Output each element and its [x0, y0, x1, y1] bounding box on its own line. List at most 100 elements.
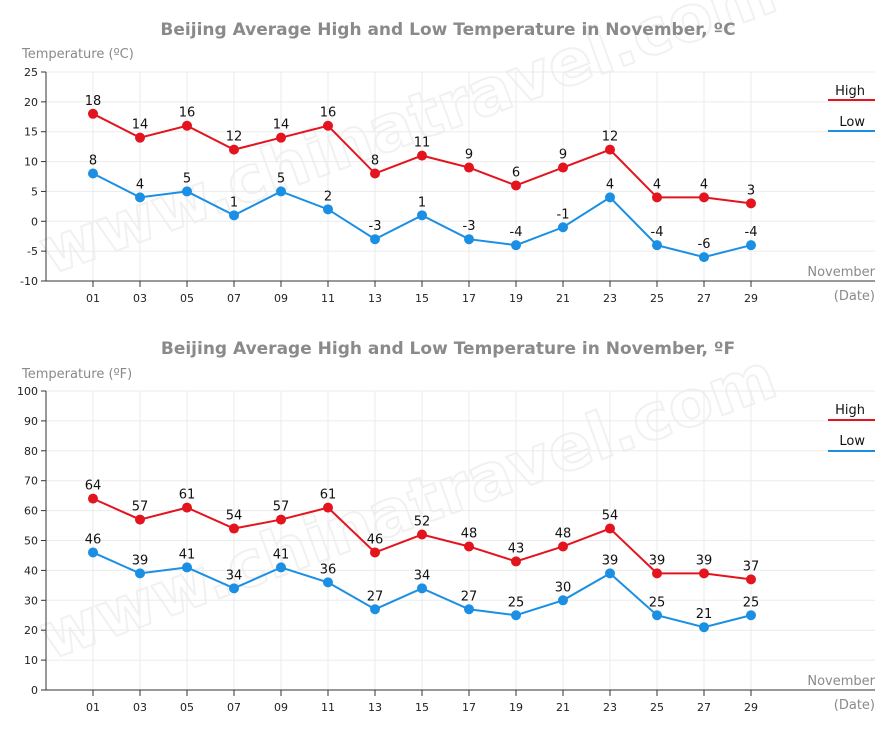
series-low-data-label: -1	[557, 207, 570, 222]
y-tick-label: 25	[24, 66, 38, 79]
series-low-data-label: 25	[743, 595, 760, 610]
x-axis-unit: (Date)	[834, 289, 875, 304]
x-tick-label: 07	[227, 701, 241, 714]
series-high-point	[417, 529, 427, 540]
series-high-point	[276, 132, 286, 143]
series-high-data-label: 57	[132, 500, 149, 515]
series-high-point	[511, 180, 521, 191]
series-high-data-label: 8	[371, 154, 379, 169]
series-low-point	[746, 610, 756, 621]
series-high-data-label: 54	[602, 509, 619, 524]
y-tick-label: 20	[24, 96, 38, 109]
y-tick-label: 0	[31, 215, 38, 228]
series-high-point	[276, 514, 286, 525]
series-low-point	[605, 568, 615, 579]
y-tick-label: -5	[27, 245, 38, 258]
y-tick-label: 70	[24, 475, 38, 488]
series-high-point	[182, 120, 192, 131]
y-tick-label: 50	[24, 535, 38, 548]
x-tick-label: 03	[133, 701, 147, 714]
x-tick-label: 27	[697, 701, 711, 714]
series-high-data-label: 12	[226, 130, 243, 145]
series-high-data-label: 14	[273, 118, 290, 133]
series-low-point	[229, 583, 239, 594]
x-tick-label: 01	[86, 292, 100, 305]
series-low-data-label: 21	[696, 607, 713, 622]
y-axis-label: Temperature (ºF)	[21, 367, 132, 382]
x-tick-label: 21	[556, 292, 570, 305]
series-low-data-label: -4	[510, 225, 523, 240]
series-high-data-label: 43	[508, 541, 525, 556]
series-low-data-label: 5	[183, 171, 191, 186]
series-low-point	[652, 610, 662, 621]
series-high-data-label: 12	[602, 130, 619, 145]
x-tick-label: 07	[227, 292, 241, 305]
series-low-data-label: 5	[277, 171, 285, 186]
y-tick-label: 60	[24, 505, 38, 518]
series-high-point	[511, 556, 521, 567]
series-low-point	[323, 204, 333, 215]
series-high-data-label: 4	[700, 177, 708, 192]
x-tick-label: 17	[462, 701, 476, 714]
series-high-data-label: 3	[747, 183, 755, 198]
x-tick-label: 21	[556, 701, 570, 714]
x-tick-label: 01	[86, 701, 100, 714]
series-high-data-label: 39	[696, 553, 713, 568]
series-high-point	[464, 541, 474, 552]
series-low-data-label: -3	[463, 219, 476, 234]
series-high-data-label: 11	[414, 136, 431, 151]
series-low-point	[511, 610, 521, 621]
series-high-point	[135, 514, 145, 525]
x-tick-label: 17	[462, 292, 476, 305]
y-tick-label: 15	[24, 126, 38, 139]
series-high-point	[370, 547, 380, 558]
series-high-data-label: 39	[649, 553, 666, 568]
series-high-point	[699, 568, 709, 579]
x-tick-label: 09	[274, 292, 288, 305]
series-high-point	[229, 144, 239, 155]
series-low-point	[746, 240, 756, 251]
series-low-point	[370, 234, 380, 245]
y-axis-label: Temperature (ºC)	[21, 47, 134, 62]
y-tick-label: 10	[24, 156, 38, 169]
series-high-point	[746, 198, 756, 209]
series-high-data-label: 37	[743, 559, 760, 574]
x-axis-label: November	[807, 674, 875, 689]
x-tick-label: 15	[415, 292, 429, 305]
series-low-point	[652, 240, 662, 251]
legend-high: High	[835, 84, 865, 99]
series-high-data-label: 61	[320, 488, 337, 503]
series-low-data-label: 34	[226, 568, 243, 583]
series-high-point	[746, 574, 756, 585]
series-low-data-label: 39	[132, 553, 149, 568]
x-tick-label: 13	[368, 701, 382, 714]
series-high-data-label: 48	[461, 526, 478, 541]
y-tick-label: 80	[24, 445, 38, 458]
series-high-data-label: 16	[179, 106, 196, 121]
x-tick-label: 09	[274, 701, 288, 714]
series-low-point	[464, 604, 474, 615]
legend-high: High	[835, 403, 865, 418]
series-high-point	[464, 162, 474, 173]
series-high-point	[417, 150, 427, 161]
x-axis-label: November	[807, 265, 875, 280]
series-high-data-label: 64	[85, 479, 102, 494]
series-low-data-label: 25	[508, 595, 525, 610]
series-high-data-label: 16	[320, 106, 337, 121]
x-tick-label: 05	[180, 701, 194, 714]
y-tick-label: 30	[24, 594, 38, 607]
series-low-data-label: -3	[369, 219, 382, 234]
chart-title: Beijing Average High and Low Temperature…	[160, 20, 735, 40]
series-high-point	[699, 192, 709, 203]
series-low-point	[276, 562, 286, 573]
series-low-point	[417, 583, 427, 594]
series-high-point	[88, 108, 98, 119]
series-high-data-label: 52	[414, 515, 431, 530]
series-low-point	[558, 595, 568, 606]
series-high-data-label: 4	[653, 177, 661, 192]
series-high-data-label: 6	[512, 165, 520, 180]
series-low-data-label: 25	[649, 595, 666, 610]
series-low-data-label: 30	[555, 580, 572, 595]
